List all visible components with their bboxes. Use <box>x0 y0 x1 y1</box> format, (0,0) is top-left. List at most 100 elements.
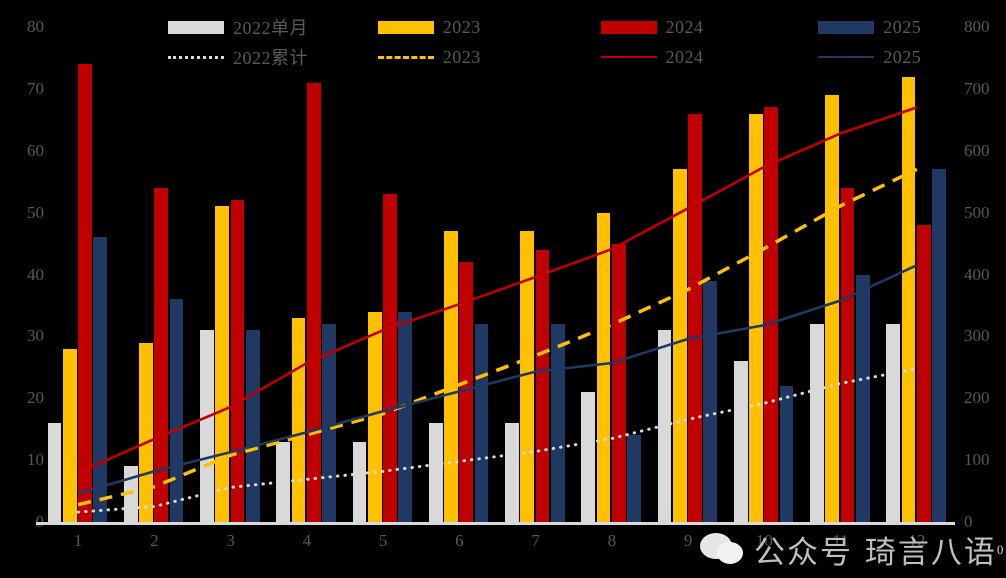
x-label-month-3: 3 <box>226 531 235 550</box>
legend-item-2024-line[interactable]: 2024 <box>600 44 789 70</box>
bar-2025-month-5[interactable] <box>398 311 413 522</box>
legend-row-lines: 2022累计 2023 2024 2025 <box>0 44 1006 70</box>
legend-label-2024-bar: 2024 <box>665 16 704 37</box>
bar-2023-month-1[interactable] <box>62 348 77 522</box>
y-tick-right-800: 800 <box>964 17 990 36</box>
bar-2022单月-month-3[interactable] <box>200 330 214 522</box>
bar-2025-month-1[interactable] <box>93 237 108 522</box>
x-label-month-6: 6 <box>455 531 464 550</box>
legend-item-2025-line[interactable]: 2025 <box>818 44 1006 70</box>
bar-2024-month-7[interactable] <box>535 249 550 522</box>
bar-2025-month-8[interactable] <box>627 435 641 522</box>
bar-2025-month-2[interactable] <box>169 299 184 522</box>
x-label-month-8: 8 <box>607 531 617 550</box>
legend-swatch-2025-bar <box>818 20 875 34</box>
x-label-month-4: 4 <box>302 531 312 550</box>
bar-2022单月-month-2[interactable] <box>123 466 138 522</box>
y-tick-left-60: 60 <box>27 140 44 160</box>
legend-item-2022-monthly[interactable]: 2022单月 <box>168 14 356 40</box>
bar-group-month-4 <box>276 27 337 522</box>
bar-group-month-8 <box>581 27 642 522</box>
y-tick-right-100: 100 <box>964 450 990 470</box>
x-label-month-12: 12 <box>908 531 926 550</box>
legend-label-2025-bar: 2025 <box>883 16 922 37</box>
bar-2024-month-5[interactable] <box>383 194 397 522</box>
bar-2025-month-6[interactable] <box>474 324 489 522</box>
bar-2022单月-month-6[interactable] <box>428 423 443 522</box>
y-tick-left-10: 10 <box>27 450 44 470</box>
bar-2025-month-4[interactable] <box>322 324 336 522</box>
legend-item-2023-line[interactable]: 2023 <box>377 44 566 70</box>
bar-2022单月-month-5[interactable] <box>352 441 367 522</box>
x-axis-baseline <box>36 522 955 525</box>
chart-legend: 2022单月 2023 2024 2025 2022累计 2023 <box>0 0 1006 68</box>
bar-2022单月-month-7[interactable] <box>505 423 519 522</box>
bar-2024-month-1[interactable] <box>78 64 92 522</box>
bar-2022单月-month-1[interactable] <box>47 423 62 522</box>
bar-2023-month-7[interactable] <box>520 231 535 522</box>
bar-2024-month-8[interactable] <box>611 243 626 522</box>
bar-2024-month-2[interactable] <box>154 187 169 522</box>
bar-2022单月-month-10[interactable] <box>733 361 748 522</box>
legend-swatch-2023-bar <box>377 20 434 34</box>
legend-line-2024 <box>600 56 657 58</box>
legend-label-2023-line: 2023 <box>442 46 481 67</box>
bar-2025-month-11[interactable] <box>855 274 870 522</box>
bar-2024-month-3[interactable] <box>230 200 245 522</box>
bar-2024-month-11[interactable] <box>840 187 855 522</box>
bar-2024-month-4[interactable] <box>306 82 321 522</box>
y-tick-right-500: 500 <box>964 202 990 222</box>
legend-item-2023-bar[interactable]: 2023 <box>377 14 566 40</box>
bar-2022单月-month-4[interactable] <box>276 441 291 522</box>
bar-2025-month-12[interactable] <box>932 169 946 522</box>
legend-label-2023-bar: 2023 <box>442 16 481 37</box>
legend-line-2025 <box>818 56 875 58</box>
bar-2022单月-month-8[interactable] <box>581 392 596 522</box>
y-tick-left-30: 30 <box>27 326 44 346</box>
bar-2023-month-10[interactable] <box>749 113 763 522</box>
y-tick-right-300: 300 <box>964 326 990 346</box>
bar-group-month-12 <box>886 27 947 522</box>
y-tick-right-400: 400 <box>964 264 990 284</box>
bar-2024-month-12[interactable] <box>916 225 931 522</box>
bar-2023-month-8[interactable] <box>596 212 611 522</box>
watermark-superscript: 0 <box>996 541 1004 557</box>
bar-2024-month-6[interactable] <box>459 262 474 522</box>
bar-2024-month-9[interactable] <box>688 113 702 522</box>
bar-2022单月-month-12[interactable] <box>886 324 901 522</box>
bar-2025-month-9[interactable] <box>703 280 718 522</box>
bar-2025-month-10[interactable] <box>779 385 794 522</box>
watermark-text: 公众号 琦言八语 <box>754 535 997 571</box>
bar-2023-month-12[interactable] <box>901 76 916 522</box>
bar-group-month-3 <box>200 27 261 522</box>
bar-2023-month-6[interactable] <box>444 231 458 522</box>
legend-item-2022-cumulative[interactable]: 2022累计 <box>168 44 356 70</box>
bar-2023-month-2[interactable] <box>139 342 153 522</box>
legend-row-bars: 2022单月 2023 2024 2025 <box>0 14 1006 40</box>
bar-2022单月-month-11[interactable] <box>810 324 824 522</box>
legend-label-2022-cumulative: 2022累计 <box>233 48 308 68</box>
bar-2023-month-4[interactable] <box>291 317 306 522</box>
bar-2024-month-10[interactable] <box>764 107 779 522</box>
y-tick-right-600: 600 <box>964 140 990 160</box>
bar-2023-month-3[interactable] <box>215 206 230 522</box>
legend-item-2025-bar[interactable]: 2025 <box>818 14 1006 40</box>
bar-2023-month-5[interactable] <box>367 311 382 522</box>
bar-group-month-1 <box>47 27 109 522</box>
bar-series-container <box>40 27 955 522</box>
bar-2025-month-7[interactable] <box>550 324 565 522</box>
y-tick-left-80: 80 <box>27 17 44 36</box>
bar-group-month-11 <box>810 27 871 522</box>
bar-group-month-10 <box>733 27 795 522</box>
bar-2023-month-9[interactable] <box>672 169 687 522</box>
wechat-watermark: 公众号 琦言八语 0 <box>700 527 1003 572</box>
bar-2022单月-month-9[interactable] <box>657 330 672 522</box>
x-label-month-11: 11 <box>832 531 849 550</box>
y-tick-left-70: 70 <box>27 78 44 98</box>
bar-2025-month-3[interactable] <box>245 330 260 522</box>
x-label-month-7: 7 <box>531 531 540 550</box>
bar-2023-month-11[interactable] <box>825 95 840 522</box>
legend-item-2024-bar[interactable]: 2024 <box>600 14 789 40</box>
legend-label-2024-line: 2024 <box>665 46 704 67</box>
bar-group-month-6 <box>428 27 490 522</box>
